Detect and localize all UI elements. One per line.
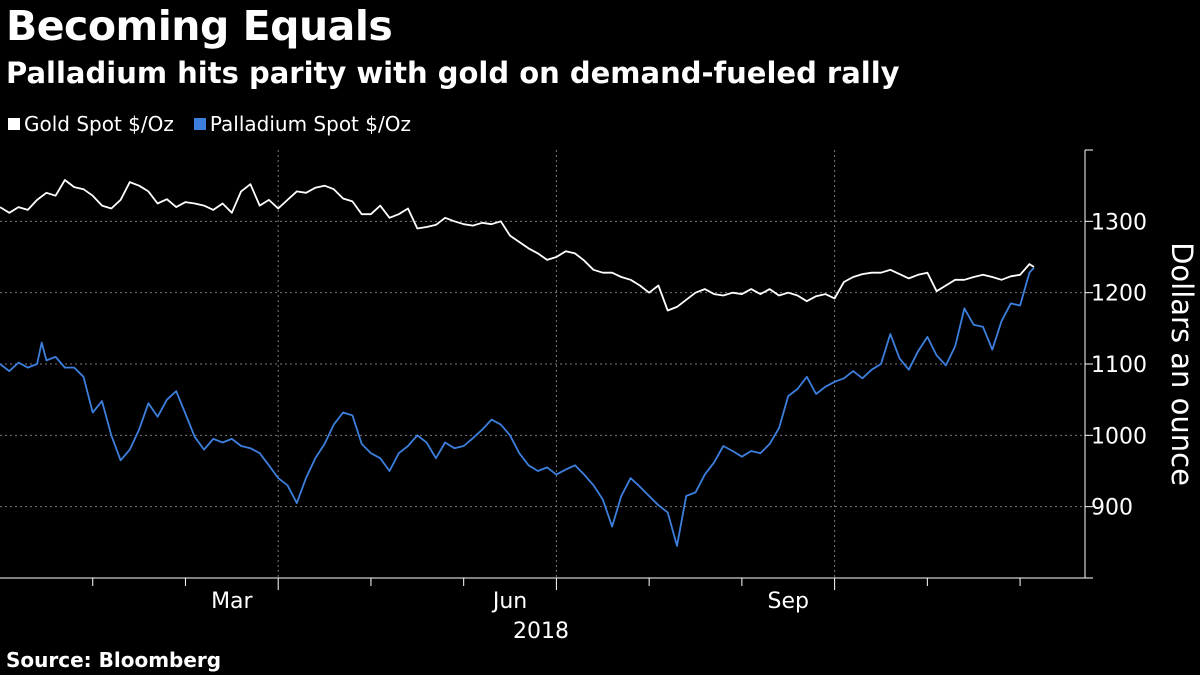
y-tick-label-900: 900: [1091, 496, 1133, 521]
legend-swatch-gold: [8, 118, 20, 130]
series-lines: [0, 179, 1035, 547]
legend-swatch-palladium: [193, 118, 206, 130]
y-tick-label-1100: 1100: [1091, 353, 1147, 378]
y-tick-label-1000: 1000: [1091, 424, 1147, 449]
x-tick-label-jun: Jun: [491, 589, 527, 614]
y-axis-title: Dollars an ounce: [1165, 242, 1199, 486]
x-tick-label-sep: Sep: [768, 589, 809, 614]
y-tick-label-1200: 1200: [1091, 282, 1147, 307]
palladium-series-line: [0, 267, 1035, 547]
x-axis-year-label: 2018: [513, 619, 569, 644]
grid: [0, 150, 1085, 578]
legend-item-palladium: Palladium Spot $/Oz: [193, 112, 411, 136]
legend-label-palladium: Palladium Spot $/Oz: [209, 112, 411, 136]
source-note: Source: Bloomberg: [6, 648, 222, 672]
axes: 900 1000 1100 1200 1300 Mar Jun Sep: [0, 149, 1147, 614]
legend-label-gold: Gold Spot $/Oz: [24, 112, 174, 136]
legend: Gold Spot $/Oz Palladium Spot $/Oz: [8, 112, 431, 136]
x-tick-label-mar: Mar: [211, 589, 253, 614]
y-tick-label-1300: 1300: [1091, 210, 1147, 235]
chart-subtitle: Palladium hits parity with gold on deman…: [6, 56, 900, 90]
gold-series-line: [0, 179, 1035, 312]
chart-title: Becoming Equals: [6, 2, 393, 50]
legend-item-gold: Gold Spot $/Oz: [8, 112, 174, 136]
